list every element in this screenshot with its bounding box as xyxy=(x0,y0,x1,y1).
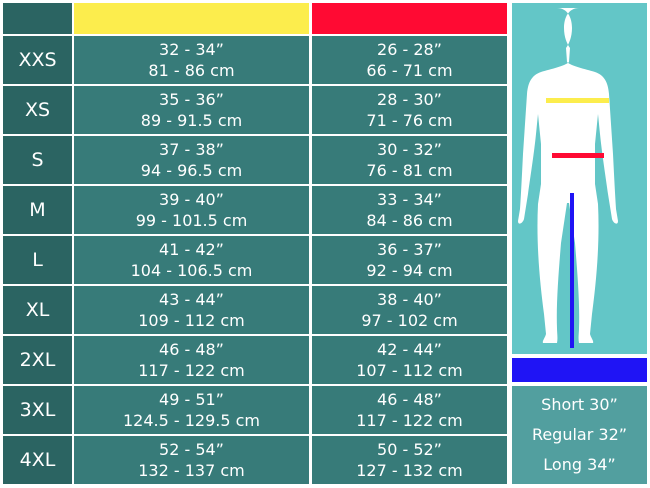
waist-inches: 50 - 52” xyxy=(377,440,442,459)
chest-cell: 35 - 36” 89 - 91.5 cm xyxy=(74,86,309,134)
chest-inches: 41 - 42” xyxy=(159,240,224,259)
waist-inches: 28 - 30” xyxy=(377,90,442,109)
inseam-lengths: Short 30” Regular 32” Long 34” xyxy=(512,386,647,484)
body-figure-panel xyxy=(512,3,647,354)
chest-cell: 32 - 34” 81 - 86 cm xyxy=(74,36,309,84)
size-label: XL xyxy=(3,286,72,334)
body-silhouette-icon xyxy=(518,8,618,348)
waist-inches: 46 - 48” xyxy=(377,390,442,409)
size-label: M xyxy=(3,186,72,234)
waist-cm: 107 - 112 cm xyxy=(356,361,463,380)
chest-cm: 89 - 91.5 cm xyxy=(140,111,243,130)
waist-cm: 66 - 71 cm xyxy=(366,61,453,80)
waist-cm: 71 - 76 cm xyxy=(366,111,453,130)
chest-cell: 52 - 54” 132 - 137 cm xyxy=(74,436,309,484)
waist-line xyxy=(552,153,604,158)
waist-cm: 117 - 122 cm xyxy=(356,411,463,430)
waist-cell: 26 - 28” 66 - 71 cm xyxy=(312,36,507,84)
waist-cell: 50 - 52” 127 - 132 cm xyxy=(312,436,507,484)
chest-cm: 81 - 86 cm xyxy=(148,61,235,80)
size-label: L xyxy=(3,236,72,284)
waist-inches: 33 - 34” xyxy=(377,190,442,209)
waist-cm: 84 - 86 cm xyxy=(366,211,453,230)
waist-inches: 36 - 37” xyxy=(377,240,442,259)
chest-cm: 109 - 112 cm xyxy=(138,311,245,330)
inseam-long: Long 34” xyxy=(543,455,616,474)
chest-inches: 37 - 38” xyxy=(159,140,224,159)
chest-inches: 46 - 48” xyxy=(159,340,224,359)
size-label: S xyxy=(3,136,72,184)
chest-cell: 41 - 42” 104 - 106.5 cm xyxy=(74,236,309,284)
waist-cm: 97 - 102 cm xyxy=(361,311,458,330)
chest-cm: 104 - 106.5 cm xyxy=(130,261,253,280)
waist-cell: 33 - 34” 84 - 86 cm xyxy=(312,186,507,234)
size-label: 4XL xyxy=(3,436,72,484)
waist-cell: 28 - 30” 71 - 76 cm xyxy=(312,86,507,134)
chest-inches: 35 - 36” xyxy=(159,90,224,109)
chest-cell: 46 - 48” 117 - 122 cm xyxy=(74,336,309,384)
chest-inches: 39 - 40” xyxy=(159,190,224,209)
inseam-line xyxy=(570,193,574,348)
waist-color-header xyxy=(312,3,507,34)
chest-cell: 43 - 44” 109 - 112 cm xyxy=(74,286,309,334)
chest-color-header xyxy=(74,3,309,34)
size-label: XS xyxy=(3,86,72,134)
chest-inches: 49 - 51” xyxy=(159,390,224,409)
waist-inches: 42 - 44” xyxy=(377,340,442,359)
waist-cell: 30 - 32” 76 - 81 cm xyxy=(312,136,507,184)
size-label: 2XL xyxy=(3,336,72,384)
size-label: XXS xyxy=(3,36,72,84)
waist-cell: 46 - 48” 117 - 122 cm xyxy=(312,386,507,434)
chest-cm: 99 - 101.5 cm xyxy=(135,211,248,230)
waist-inches: 30 - 32” xyxy=(377,140,442,159)
chest-inches: 32 - 34” xyxy=(159,40,224,59)
chest-line xyxy=(546,98,609,103)
waist-cm: 76 - 81 cm xyxy=(366,161,453,180)
inseam-regular: Regular 32” xyxy=(531,425,628,444)
waist-inches: 26 - 28” xyxy=(377,40,442,59)
waist-cm: 127 - 132 cm xyxy=(356,461,463,480)
chest-cm: 132 - 137 cm xyxy=(138,461,245,480)
chest-inches: 52 - 54” xyxy=(159,440,224,459)
inseam-color-bar xyxy=(512,358,647,382)
chest-cm: 117 - 122 cm xyxy=(138,361,245,380)
waist-cell: 38 - 40” 97 - 102 cm xyxy=(312,286,507,334)
chest-cell: 37 - 38” 94 - 96.5 cm xyxy=(74,136,309,184)
chest-cell: 39 - 40” 99 - 101.5 cm xyxy=(74,186,309,234)
size-label: 3XL xyxy=(3,386,72,434)
waist-inches: 38 - 40” xyxy=(377,290,442,309)
waist-cell: 36 - 37” 92 - 94 cm xyxy=(312,236,507,284)
chest-cm: 124.5 - 129.5 cm xyxy=(122,411,261,430)
inseam-short: Short 30” xyxy=(541,395,618,414)
waist-cm: 92 - 94 cm xyxy=(366,261,453,280)
chest-cm: 94 - 96.5 cm xyxy=(140,161,243,180)
chest-inches: 43 - 44” xyxy=(159,290,224,309)
waist-cell: 42 - 44” 107 - 112 cm xyxy=(312,336,507,384)
header-corner xyxy=(3,3,72,34)
chest-cell: 49 - 51” 124.5 - 129.5 cm xyxy=(74,386,309,434)
